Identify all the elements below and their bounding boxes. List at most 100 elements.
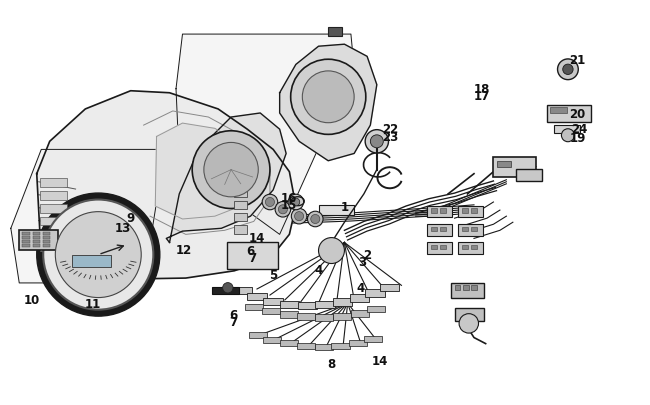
Text: 20: 20 xyxy=(569,108,586,121)
FancyBboxPatch shape xyxy=(33,241,40,244)
Text: 3: 3 xyxy=(358,256,366,269)
Polygon shape xyxy=(101,207,140,299)
FancyBboxPatch shape xyxy=(261,308,280,315)
FancyBboxPatch shape xyxy=(280,301,299,308)
FancyBboxPatch shape xyxy=(40,191,67,200)
Text: 9: 9 xyxy=(127,211,135,224)
Text: 2: 2 xyxy=(363,249,371,262)
FancyBboxPatch shape xyxy=(315,344,333,350)
FancyBboxPatch shape xyxy=(365,290,385,297)
FancyBboxPatch shape xyxy=(462,227,468,231)
FancyBboxPatch shape xyxy=(20,231,58,250)
FancyBboxPatch shape xyxy=(43,237,50,240)
FancyBboxPatch shape xyxy=(364,336,382,342)
Circle shape xyxy=(318,238,344,264)
FancyBboxPatch shape xyxy=(547,106,591,123)
FancyBboxPatch shape xyxy=(431,245,437,249)
FancyBboxPatch shape xyxy=(431,209,437,213)
FancyBboxPatch shape xyxy=(458,207,483,218)
Circle shape xyxy=(223,283,233,293)
Polygon shape xyxy=(37,92,296,279)
FancyBboxPatch shape xyxy=(458,243,483,254)
Circle shape xyxy=(365,130,389,153)
FancyBboxPatch shape xyxy=(350,294,369,302)
Text: 24: 24 xyxy=(571,123,587,136)
FancyBboxPatch shape xyxy=(23,241,30,244)
FancyBboxPatch shape xyxy=(40,204,67,213)
FancyBboxPatch shape xyxy=(280,311,298,318)
Text: 10: 10 xyxy=(24,293,40,306)
FancyBboxPatch shape xyxy=(351,310,369,317)
FancyBboxPatch shape xyxy=(431,227,437,231)
Text: 6: 6 xyxy=(246,245,255,258)
FancyBboxPatch shape xyxy=(440,227,446,231)
FancyBboxPatch shape xyxy=(471,227,477,231)
FancyBboxPatch shape xyxy=(297,313,315,320)
Circle shape xyxy=(55,212,141,298)
Circle shape xyxy=(278,205,287,214)
Text: 11: 11 xyxy=(85,297,101,310)
FancyBboxPatch shape xyxy=(245,304,263,311)
Polygon shape xyxy=(11,150,160,283)
FancyBboxPatch shape xyxy=(349,340,367,346)
FancyBboxPatch shape xyxy=(451,283,484,298)
Polygon shape xyxy=(166,114,286,243)
Text: 12: 12 xyxy=(176,244,192,257)
Text: 4: 4 xyxy=(315,264,322,277)
FancyBboxPatch shape xyxy=(43,233,50,236)
Text: 16: 16 xyxy=(281,192,298,205)
Circle shape xyxy=(262,195,278,210)
Text: 13: 13 xyxy=(115,221,131,234)
Circle shape xyxy=(292,198,300,207)
FancyBboxPatch shape xyxy=(33,245,40,248)
Text: 7: 7 xyxy=(248,252,257,265)
FancyBboxPatch shape xyxy=(212,287,239,294)
FancyBboxPatch shape xyxy=(234,226,247,234)
FancyBboxPatch shape xyxy=(332,343,350,349)
Text: 8: 8 xyxy=(328,358,335,371)
FancyBboxPatch shape xyxy=(427,207,452,218)
FancyBboxPatch shape xyxy=(367,306,385,312)
Circle shape xyxy=(37,194,160,316)
Circle shape xyxy=(192,132,270,209)
FancyBboxPatch shape xyxy=(493,158,536,177)
FancyBboxPatch shape xyxy=(380,284,400,291)
Circle shape xyxy=(563,65,573,75)
Circle shape xyxy=(459,314,478,333)
FancyBboxPatch shape xyxy=(458,225,483,236)
FancyBboxPatch shape xyxy=(462,245,468,249)
FancyBboxPatch shape xyxy=(333,313,351,320)
Text: 14: 14 xyxy=(249,232,265,245)
FancyBboxPatch shape xyxy=(497,161,511,167)
FancyBboxPatch shape xyxy=(23,233,30,236)
Circle shape xyxy=(307,212,323,227)
Text: 23: 23 xyxy=(382,131,398,144)
FancyBboxPatch shape xyxy=(40,243,67,252)
FancyBboxPatch shape xyxy=(516,169,542,181)
FancyBboxPatch shape xyxy=(471,286,477,290)
FancyBboxPatch shape xyxy=(440,245,446,249)
FancyBboxPatch shape xyxy=(551,108,567,114)
Polygon shape xyxy=(155,124,254,220)
Circle shape xyxy=(294,212,304,221)
Text: 18: 18 xyxy=(474,83,490,96)
FancyBboxPatch shape xyxy=(462,209,468,213)
Text: 4: 4 xyxy=(356,281,365,294)
Circle shape xyxy=(311,215,320,224)
Text: 1: 1 xyxy=(341,200,348,213)
FancyBboxPatch shape xyxy=(40,230,67,239)
FancyBboxPatch shape xyxy=(315,301,335,308)
Circle shape xyxy=(558,60,579,81)
FancyBboxPatch shape xyxy=(263,337,281,343)
FancyBboxPatch shape xyxy=(333,298,352,306)
FancyBboxPatch shape xyxy=(440,209,446,213)
FancyBboxPatch shape xyxy=(23,237,30,240)
FancyBboxPatch shape xyxy=(72,256,111,267)
Circle shape xyxy=(204,143,258,197)
FancyBboxPatch shape xyxy=(463,286,469,290)
FancyBboxPatch shape xyxy=(234,214,247,222)
FancyBboxPatch shape xyxy=(234,190,247,198)
Circle shape xyxy=(288,195,304,210)
FancyBboxPatch shape xyxy=(454,308,484,321)
FancyBboxPatch shape xyxy=(33,233,40,236)
